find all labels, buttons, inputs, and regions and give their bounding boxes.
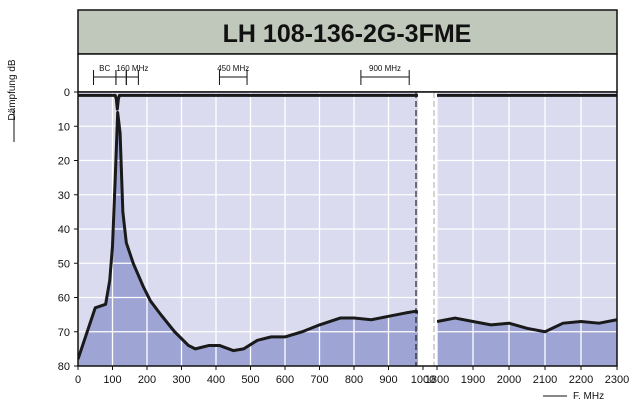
series-line (437, 316, 617, 334)
plot-area (77, 91, 618, 367)
x-tick-label: 900 (379, 374, 397, 386)
y-axis-label: Dämpfung dB (7, 59, 18, 120)
band-label: 160 MHz (116, 64, 148, 73)
x-tick-label: 800 (345, 374, 363, 386)
y-tick-label: 10 (58, 121, 70, 133)
x-tick-label: 2300 (605, 374, 629, 386)
band-box (77, 53, 618, 93)
y-tick-label: 50 (58, 258, 70, 270)
x-tick-label: 2200 (569, 374, 593, 386)
y-tick-label: 40 (58, 224, 70, 236)
axis-break-gap (418, 92, 437, 366)
band-label: BC (99, 64, 110, 73)
x-tick-label: 500 (241, 374, 259, 386)
x-tick-label: 0 (75, 374, 81, 386)
y-tick-label: 30 (58, 190, 70, 202)
band-label: 450 MHz (217, 64, 249, 73)
x-tick-label: 200 (138, 374, 156, 386)
x-tick-label: 1800 (425, 374, 449, 386)
title-box (77, 9, 618, 55)
chart-title: LH 108-136-2G-3FME (223, 20, 472, 48)
x-axis-label: F. MHz (573, 391, 604, 402)
x-tick-label: 400 (207, 374, 225, 386)
frequency-bands: BC 160 MHz 450 MHz 900 MHz (93, 64, 410, 85)
x-tick-label: 300 (172, 374, 190, 386)
x-tick-label: 600 (276, 374, 294, 386)
y-tick-label: 20 (58, 156, 70, 168)
series-line (78, 93, 418, 111)
y-tick-label: 70 (58, 327, 70, 339)
x-tick-label: 2100 (533, 374, 557, 386)
x-tick-label: 700 (310, 374, 328, 386)
y-tick-label: 0 (64, 87, 70, 99)
band-label: 900 MHz (369, 64, 401, 73)
y-tick-label: 60 (58, 293, 70, 305)
x-tick-label: 1000 (411, 374, 435, 386)
attenuation-fill (437, 318, 617, 366)
y-tick-label: 80 (58, 361, 70, 373)
x-tick-label: 2000 (497, 374, 521, 386)
x-tick-label: 100 (103, 374, 121, 386)
series-line (78, 111, 418, 360)
x-tick-label: 1900 (461, 374, 485, 386)
